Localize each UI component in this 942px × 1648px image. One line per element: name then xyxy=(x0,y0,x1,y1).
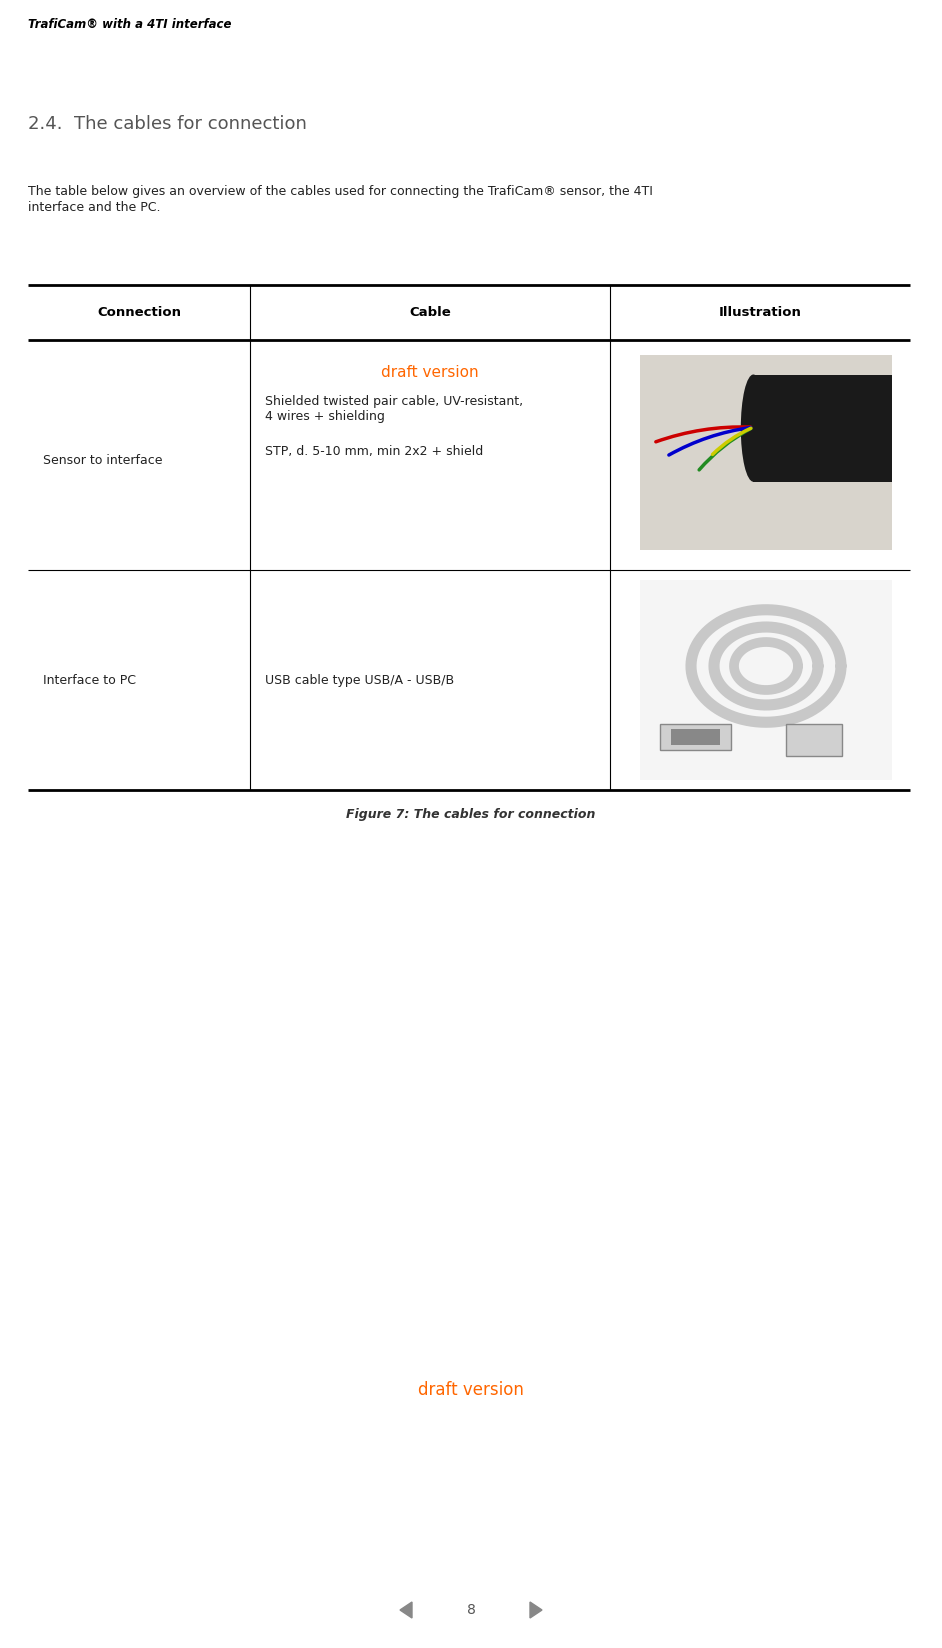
Bar xyxy=(640,354,892,550)
Text: 8: 8 xyxy=(466,1604,476,1617)
Bar xyxy=(660,723,731,750)
Bar xyxy=(754,374,892,481)
Text: The table below gives an overview of the cables used for connecting the TrafiCam: The table below gives an overview of the… xyxy=(28,185,653,198)
Bar xyxy=(640,580,892,780)
Text: STP, d. 5-10 mm, min 2x2 + shield: STP, d. 5-10 mm, min 2x2 + shield xyxy=(265,445,483,458)
Text: 2.4.  The cables for connection: 2.4. The cables for connection xyxy=(28,115,307,133)
Text: draft version: draft version xyxy=(418,1381,524,1399)
Ellipse shape xyxy=(740,374,766,481)
Text: Connection: Connection xyxy=(97,307,181,320)
Text: Shielded twisted pair cable, UV-resistant,: Shielded twisted pair cable, UV-resistan… xyxy=(265,396,523,409)
Text: Cable: Cable xyxy=(409,307,451,320)
Text: interface and the PC.: interface and the PC. xyxy=(28,201,160,214)
Text: TrafiCam® with a 4TI interface: TrafiCam® with a 4TI interface xyxy=(28,18,232,31)
Bar xyxy=(671,728,720,745)
Text: 4 wires + shielding: 4 wires + shielding xyxy=(265,410,385,424)
Polygon shape xyxy=(530,1602,542,1618)
Text: Illustration: Illustration xyxy=(719,307,802,320)
Text: Figure 7: The cables for connection: Figure 7: The cables for connection xyxy=(347,808,595,821)
Polygon shape xyxy=(400,1602,412,1618)
Text: USB cable type USB/A - USB/B: USB cable type USB/A - USB/B xyxy=(265,674,454,687)
Text: draft version: draft version xyxy=(382,364,479,381)
Bar xyxy=(787,723,841,756)
Text: Interface to PC: Interface to PC xyxy=(43,674,136,687)
Text: Sensor to interface: Sensor to interface xyxy=(43,453,163,466)
